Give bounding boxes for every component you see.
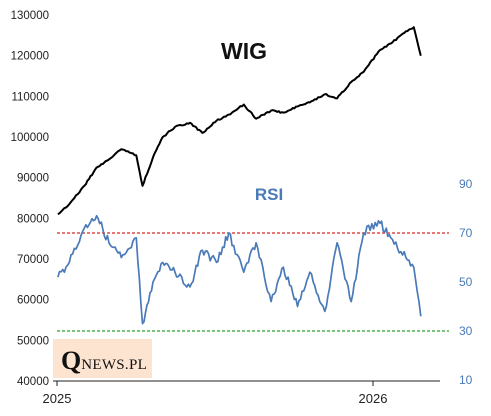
right-tick-label: 10 — [459, 373, 473, 387]
logo-rest: NEWS.PL — [81, 357, 148, 373]
right-axis-ticks: 10 30 50 70 90 — [459, 177, 473, 387]
logo-text: QNEWS.PL — [61, 346, 147, 376]
right-tick-label: 30 — [459, 324, 473, 338]
chart-title: WIG — [221, 38, 267, 64]
left-tick-label: 80000 — [17, 213, 49, 225]
left-tick-label: 110000 — [11, 91, 49, 103]
left-tick-label: 130000 — [11, 10, 49, 22]
left-tick-label: 120000 — [11, 51, 49, 63]
left-tick-label: 100000 — [11, 132, 49, 144]
left-tick-label: 40000 — [17, 376, 49, 388]
reference-lines — [57, 232, 449, 332]
left-tick-label: 90000 — [17, 173, 49, 185]
left-axis-ticks: 40000 50000 60000 70000 80000 90000 100000 1100… — [11, 10, 49, 388]
series-lines — [57, 26, 422, 325]
chart-subtitle: RSI — [255, 185, 283, 204]
x-axis-ticks: 2025 2026 — [43, 391, 388, 406]
right-tick-label: 50 — [459, 275, 473, 289]
left-tick-label: 70000 — [17, 254, 49, 266]
x-tick-label: 2025 — [43, 391, 72, 406]
right-tick-label: 90 — [459, 177, 473, 191]
left-tick-label: 50000 — [17, 335, 49, 347]
qnews-logo: QNEWS.PL — [53, 339, 152, 378]
logo-initial: Q — [61, 346, 82, 375]
x-tick-label: 2026 — [359, 391, 388, 406]
series-line-rsi — [57, 214, 422, 325]
right-tick-label: 70 — [459, 226, 473, 240]
series-line-wig — [57, 26, 422, 216]
left-tick-label: 60000 — [17, 295, 49, 307]
